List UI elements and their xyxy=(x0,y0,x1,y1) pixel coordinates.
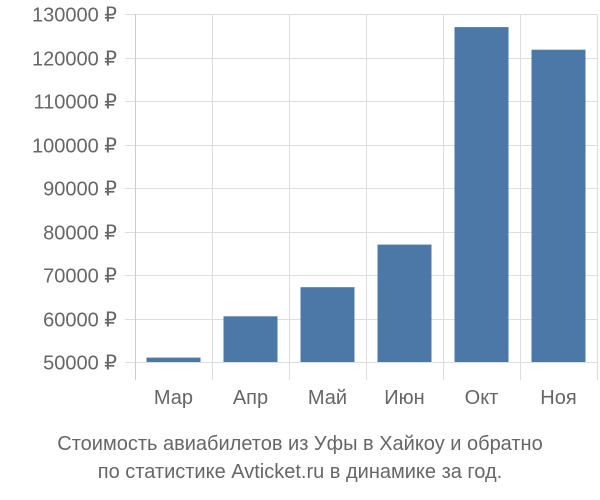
caption-line-2: по статистике Avticket.ru в динамике за … xyxy=(97,461,503,483)
x-tick-label: Ноя xyxy=(540,387,576,409)
bar-4 xyxy=(377,244,432,362)
x-tick-labels: Мар Апр Май Июн Окт Ноя xyxy=(154,387,577,409)
y-tick-label: 80000 ₽ xyxy=(43,223,117,245)
chart-caption: Стоимость авиабилетов из Уфы в Хайкоу и … xyxy=(0,430,600,486)
x-tick-label: Мар xyxy=(154,387,193,409)
y-tick-label: 90000 ₽ xyxy=(43,179,117,201)
bar-6 xyxy=(531,49,586,362)
x-tick-label: Июн xyxy=(384,387,424,409)
y-tick-label: 60000 ₽ xyxy=(43,310,117,332)
grid-lines xyxy=(125,14,598,380)
y-tick-label: 120000 ₽ xyxy=(32,49,117,71)
y-tick-label: 110000 ₽ xyxy=(33,92,117,114)
bar-3 xyxy=(300,287,355,362)
y-tick-labels: 50000 ₽ 60000 ₽ 70000 ₽ 80000 ₽ 90000 ₽ 10000… xyxy=(32,5,117,375)
y-tick-label: 130000 ₽ xyxy=(32,5,117,27)
y-tick-label: 50000 ₽ xyxy=(43,353,117,375)
x-tick-label: Май xyxy=(308,387,347,409)
x-tick-label: Апр xyxy=(233,387,268,409)
bar-5 xyxy=(454,27,509,362)
bars xyxy=(146,27,586,362)
y-tick-label: 70000 ₽ xyxy=(43,266,117,288)
y-tick-label: 100000 ₽ xyxy=(32,136,117,158)
bar-1 xyxy=(146,357,201,362)
x-tick-label: Окт xyxy=(465,387,499,409)
bar-2 xyxy=(223,316,278,362)
caption-line-1: Стоимость авиабилетов из Уфы в Хайкоу и … xyxy=(57,433,543,455)
